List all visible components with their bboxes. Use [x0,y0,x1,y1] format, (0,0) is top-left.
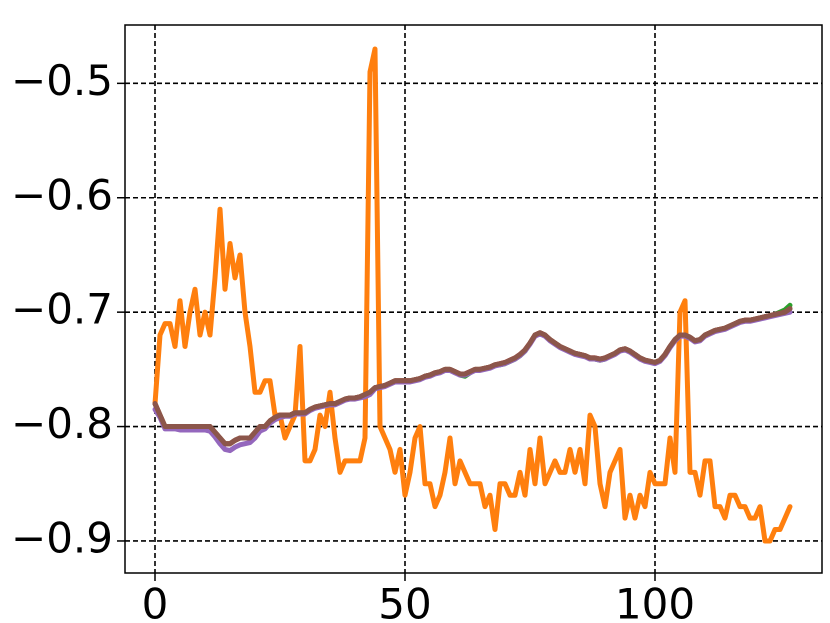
y-tick-label: −0.5 [11,56,113,105]
y-tick-label: −0.9 [11,513,113,562]
x-tick-label: 0 [142,580,169,623]
series-line [152,46,793,544]
x-tick-label: 50 [378,580,431,623]
series-line [152,306,793,447]
x-tick-label: 100 [615,580,695,623]
y-tick-label: −0.7 [11,285,113,334]
series-line [152,302,793,447]
plot-frame [124,24,823,574]
y-tick-label: −0.8 [11,399,113,448]
series-line [152,306,793,447]
y-tick-label: −0.6 [11,170,113,219]
